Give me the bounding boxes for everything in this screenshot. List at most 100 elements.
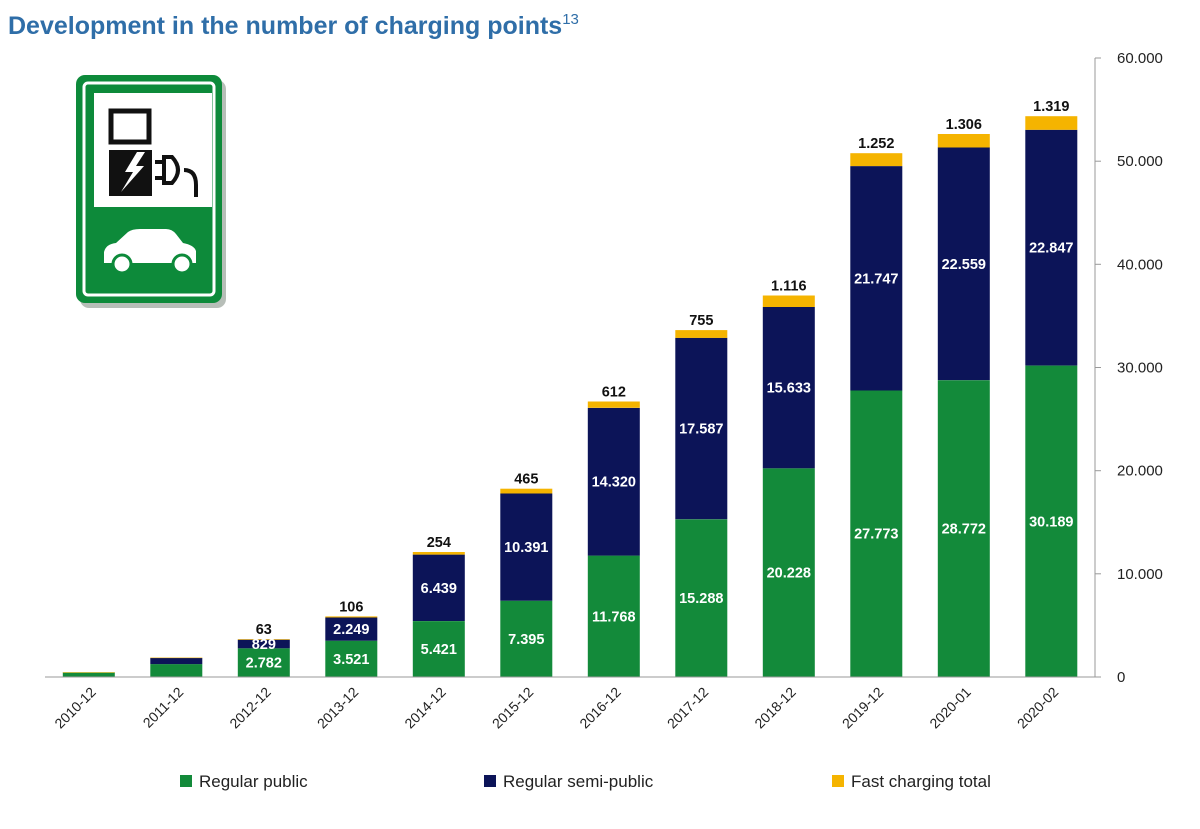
bar-fast-charging-2019-12 [850,153,903,167]
car-icon [104,229,196,263]
legend-swatch-regular-public [180,775,192,787]
legend-swatch-regular-semi-public [484,775,496,787]
bar-fast-charging-2013-12 [325,616,378,618]
data-label-fast-charging-2012-12: 63 [256,622,272,638]
data-label-regular-public-2020-02: 30.189 [1029,514,1073,530]
data-label-regular-semi-public-2018-12: 15.633 [767,381,811,397]
data-label-regular-semi-public-2012-12: 829 [252,637,276,653]
data-label-regular-semi-public-2020-01: 22.559 [942,257,986,273]
legend-label-fast-charging: Fast charging total [851,772,991,791]
x-tick-label-2010-12: 2010-12 [51,684,99,732]
bar-regular-semi-public-2012-12 [237,639,290,649]
chart-title: Development in the number of charging po… [8,11,579,40]
x-tick-label-2016-12: 2016-12 [576,684,624,732]
charger-body-icon [109,150,152,196]
bar-regular-public-2019-12 [850,390,903,677]
data-label-regular-semi-public-2016-12: 14.320 [592,475,636,491]
bar-regular-public-2010-12 [62,672,115,677]
data-label-regular-semi-public-2017-12: 17.587 [679,422,723,438]
y-tick-label-5: 50.000 [1117,153,1163,170]
bar-regular-semi-public-2020-01 [937,147,990,381]
y-tick-label-1: 10.000 [1117,566,1163,583]
bar-regular-semi-public-2016-12 [587,407,640,556]
y-axis-ticks: 0 10.000 20.000 30.000 40.000 50.000 60.000 [1095,50,1163,686]
bar-fast-charging-2020-01 [937,134,990,148]
data-label-regular-semi-public-2013-12: 2.249 [333,622,369,638]
chart-title-text: Development in the number of charging po… [8,12,562,40]
legend-swatch-fast-charging [832,775,844,787]
data-label-fast-charging-2018-12: 1.116 [771,279,807,295]
y-tick-label-4: 40.000 [1117,256,1163,273]
bar-regular-public-2015-12 [500,600,553,677]
data-label-regular-public-2014-12: 5.421 [421,642,457,658]
bar-regular-public-2013-12 [325,640,378,677]
bar-fast-charging-2014-12 [412,552,465,555]
x-tick-label-2017-12: 2017-12 [664,684,712,732]
bar-regular-public-2014-12 [412,621,465,677]
data-label-fast-charging-2015-12: 465 [514,472,538,488]
x-axis-ticks: 2010-12 2011-12 2012-12 2013-12 2014-12 2015-… [51,684,1061,732]
data-label-regular-public-2015-12: 7.395 [508,632,544,648]
ev-charging-station-sign-icon [76,75,226,308]
bar-regular-public-2016-12 [587,555,640,677]
data-label-fast-charging-2017-12: 755 [689,313,713,329]
x-tick-label-2013-12: 2013-12 [314,684,362,732]
data-label-regular-public-2020-01: 28.772 [942,522,986,538]
y-tick-label-0: 0 [1117,669,1125,686]
data-label-regular-public-2018-12: 20.228 [767,566,811,582]
data-label-regular-semi-public-2019-12: 21.747 [854,271,898,287]
x-tick-label-2018-12: 2018-12 [751,684,799,732]
sign-inner-outline [82,81,216,297]
bar-regular-semi-public-2013-12 [325,617,378,641]
y-tick-label-6: 60.000 [1117,50,1163,67]
bar-regular-public-2020-02 [1025,365,1078,677]
bar-regular-semi-public-2018-12 [762,307,815,469]
bar-regular-semi-public-2017-12 [675,337,728,520]
data-label-regular-public-2012-12: 2.782 [246,656,282,672]
data-label-fast-charging-2013-12: 106 [339,599,363,615]
data-label-regular-semi-public-2014-12: 6.439 [421,581,457,597]
data-label-fast-charging-2016-12: 612 [602,385,626,401]
data-label-fast-charging-2019-12: 1.252 [858,136,894,152]
data-label-regular-public-2019-12: 27.773 [854,527,898,543]
bar-regular-public-2018-12 [762,468,815,677]
x-tick-label-2014-12: 2014-12 [401,684,449,732]
plug-icon [155,155,198,197]
data-label-fast-charging-2014-12: 254 [427,535,451,551]
car-wheel-left-icon [111,253,133,275]
data-label-fast-charging-2020-01: 1.306 [946,117,982,133]
y-tick-label-3: 30.000 [1117,360,1163,377]
data-label-regular-semi-public-2020-02: 22.847 [1029,241,1073,257]
bar-fast-charging-2020-02 [1025,116,1078,130]
bar-fast-charging-2018-12 [762,295,815,307]
chart-title-footnote: 13 [562,11,579,28]
bar-regular-semi-public-2015-12 [500,493,553,601]
data-label-regular-public-2013-12: 3.521 [333,652,369,668]
bar-regular-public-2011-12 [150,664,203,677]
bars [62,116,1078,677]
bar-regular-semi-public-2011-12 [150,657,203,665]
bar-fast-charging-2017-12 [675,330,728,338]
charger-screen-icon [108,108,152,145]
x-tick-label-2012-12: 2012-12 [226,684,274,732]
data-label-regular-public-2016-12: 11.768 [592,609,636,625]
bar-fast-charging-2011-12 [150,657,203,659]
legend-label-regular-semi-public: Regular semi-public [503,772,654,791]
data-label-regular-public-2017-12: 15.288 [679,591,723,607]
x-tick-label-2020-02: 2020-02 [1014,684,1062,732]
legend-label-regular-public: Regular public [199,772,308,791]
y-tick-label-2: 20.000 [1117,463,1163,480]
bar-regular-semi-public-2019-12 [850,166,903,391]
x-tick-label-2020-01: 2020-01 [926,684,974,732]
bar-regular-public-2012-12 [237,648,290,677]
legend: Regular public Regular semi-public Fast … [180,772,991,791]
bar-regular-semi-public-2014-12 [412,554,465,621]
bar-fast-charging-2016-12 [587,401,640,408]
data-label-fast-charging-2020-02: 1.319 [1033,99,1069,115]
bar-fast-charging-2012-12 [237,639,290,640]
data-label-regular-semi-public-2015-12: 10.391 [504,540,548,556]
bar-regular-public-2020-01 [937,380,990,677]
bar-fast-charging-2010-12 [62,672,115,673]
